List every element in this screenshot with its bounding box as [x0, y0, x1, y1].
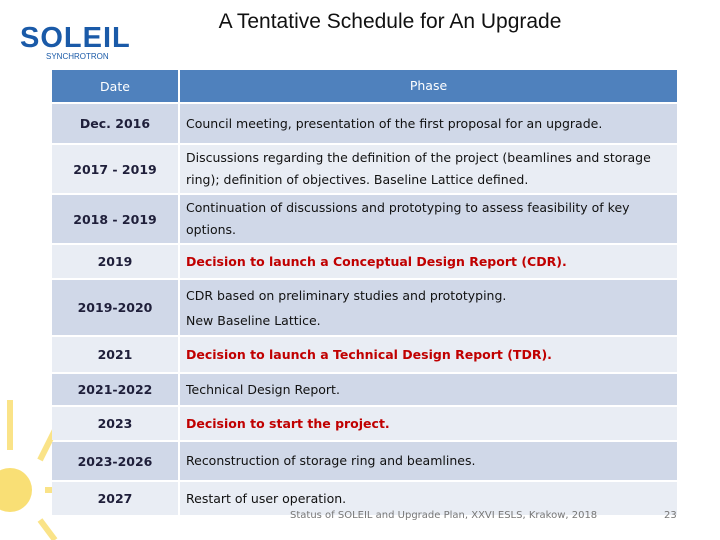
phase-text: Decision to launch a Technical Design Re… [186, 346, 552, 362]
phase-text: Decision to start the project. [186, 415, 390, 431]
phase-cell: Restart of user operation. [180, 482, 677, 515]
date-cell: 2023-2026 [52, 442, 178, 480]
phase-cell: CDR based on preliminary studies and pro… [180, 280, 677, 335]
footer: Status of SOLEIL and Upgrade Plan, XXVI … [290, 510, 598, 521]
table-row: 2019 Decision to launch a Conceptual Desi… [52, 245, 677, 278]
phase-cell: Discussions regarding the definition of … [180, 145, 677, 193]
phase-text: Council meeting, presentation of the fir… [186, 115, 603, 131]
column-header: Date [52, 70, 178, 102]
page-number: 23 [664, 510, 677, 521]
phase-text: Discussions regarding the definition of … [186, 150, 651, 187]
phase-cell: Decision to launch a Conceptual Design R… [180, 245, 677, 278]
phase-text: Technical Design Report. [186, 381, 340, 397]
table-row: 2023-2026 Reconstruction of storage ring … [52, 442, 677, 480]
table-row: 2019-2020 CDR based on preliminary studie… [52, 280, 677, 335]
phase-text: Decision to launch a Conceptual Design R… [186, 253, 567, 269]
phase-cell: Continuation of discussions and prototyp… [180, 195, 677, 243]
date-cell: 2019 [52, 245, 178, 278]
table-row: 2017 - 2019 Discussions regarding the def… [52, 145, 677, 193]
date-cell: 2018 - 2019 [52, 195, 178, 243]
table-row: 2018 - 2019 Continuation of discussions a… [52, 195, 677, 243]
date-cell: 2023 [52, 407, 178, 440]
table-row: 2023 Decision to start the project. [52, 407, 677, 440]
phase-cell: Decision to start the project. [180, 407, 677, 440]
phase-cell: Council meeting, presentation of the fir… [180, 104, 677, 143]
phase-text: CDR based on preliminary studies and pro… [186, 287, 507, 303]
phase-cell: Decision to launch a Technical Design Re… [180, 337, 677, 372]
phase-text: Continuation of discussions and prototyp… [186, 200, 630, 237]
sun-decoration [0, 400, 60, 540]
table-row: 2021 Decision to launch a Technical Desig… [52, 337, 677, 372]
phase-cell: Technical Design Report. [180, 374, 677, 405]
date-cell: Dec. 2016 [52, 104, 178, 143]
logo: SOLEIL [20, 22, 131, 54]
phase-text: Restart of user operation. [186, 490, 347, 506]
phase-text: New Baseline Lattice. [186, 312, 321, 328]
title: A Tentative Schedule for An Upgrade [218, 10, 562, 33]
table-row: Dec. 2016 Council meeting, presentation o… [52, 104, 677, 143]
logo-subtitle: SYNCHROTRON [46, 52, 109, 61]
phase-cell: Reconstruction of storage ring and beaml… [180, 442, 677, 480]
phase-text: Reconstruction of storage ring and beaml… [186, 453, 476, 468]
column-header: Phase [180, 70, 677, 102]
date-cell: 2017 - 2019 [52, 145, 178, 193]
table-row: 2027 Restart of user operation. [52, 482, 677, 515]
date-cell: 2019-2020 [52, 280, 178, 335]
date-cell: 2021 [52, 337, 178, 372]
date-cell: 2021-2022 [52, 374, 178, 405]
table-row: 2021-2022 Technical Design Report. [52, 374, 677, 405]
date-cell: 2027 [52, 482, 178, 515]
schedule-table: Date Phase Dec. 2016 Council meeting, pre… [52, 70, 677, 517]
header-row: Date Phase [52, 70, 677, 102]
